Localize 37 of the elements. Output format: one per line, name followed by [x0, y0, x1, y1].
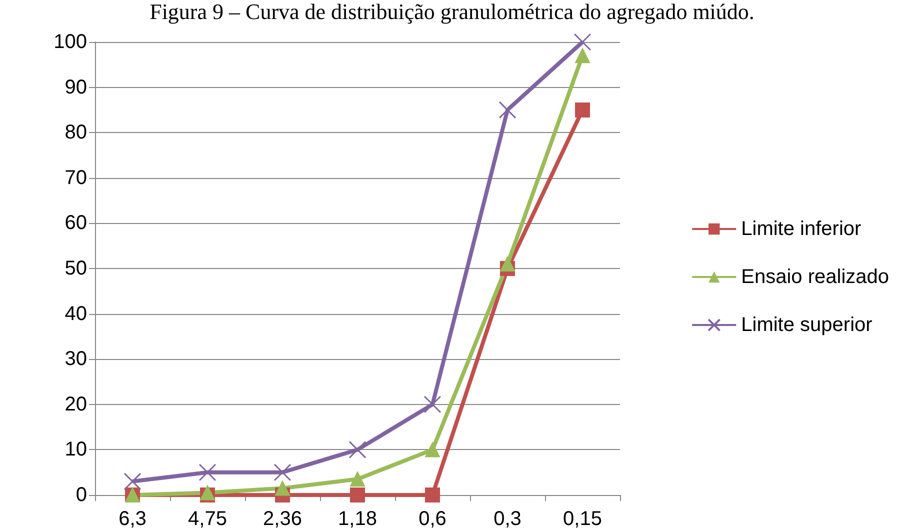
point: [348, 440, 366, 458]
point: [424, 396, 442, 414]
legend-label: Limite superior: [741, 314, 873, 336]
point: [498, 101, 516, 119]
point: [575, 102, 590, 118]
point: [198, 464, 216, 482]
x-tick-label: 0,15: [563, 508, 602, 530]
y-tick-label: 60: [64, 212, 87, 234]
y-tick-label: 40: [64, 302, 87, 325]
x-tick-label: 1,18: [338, 508, 377, 530]
y-tick-label: 70: [64, 166, 87, 189]
y-tick-label: 0: [76, 484, 87, 506]
y-tick-label: 20: [64, 393, 87, 416]
point: [350, 472, 365, 487]
point: [574, 33, 592, 51]
y-tick-label: 80: [64, 122, 87, 144]
point: [274, 464, 292, 482]
point: [575, 48, 590, 64]
y-tick-label: 90: [64, 76, 87, 98]
x-tick-label: 2,36: [263, 508, 302, 530]
x-tick-label: 0,3: [494, 508, 522, 530]
point: [425, 442, 440, 458]
chart-title: Figura 9 – Curva de distribuição granulométrica do agregado miúdo.: [148, 0, 756, 24]
y-tick-label: 30: [64, 348, 87, 370]
legend-label: Limite inferior: [741, 218, 862, 240]
point: [500, 256, 515, 272]
legend-label: Ensaio realizado: [741, 266, 890, 288]
point: [425, 488, 440, 502]
x-tick-label: 4,75: [188, 508, 227, 530]
point: [350, 488, 365, 502]
y-tick-label: 100: [54, 31, 87, 53]
point: [124, 472, 142, 490]
x-tick-label: 0,6: [418, 508, 446, 530]
y-tick-label: 50: [64, 258, 87, 280]
point: [275, 480, 290, 496]
x-tick-label: 6,3: [118, 508, 146, 530]
y-tick-label: 10: [64, 438, 87, 461]
